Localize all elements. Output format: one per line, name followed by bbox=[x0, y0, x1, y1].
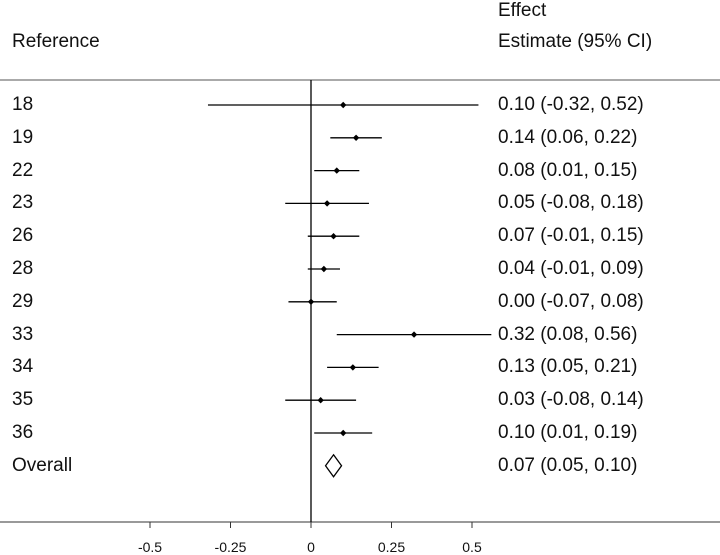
x-tick-label: 0 bbox=[307, 539, 315, 555]
estimate-ci-header: Estimate (95% CI) bbox=[498, 31, 653, 52]
study-label-36: 36 bbox=[12, 422, 34, 443]
point-estimate-34 bbox=[349, 364, 357, 371]
study-label-18: 18 bbox=[12, 94, 34, 115]
point-estimate-29 bbox=[307, 298, 315, 305]
study-label-26: 26 bbox=[12, 225, 34, 247]
study-label-35: 35 bbox=[12, 389, 34, 411]
point-estimate-19 bbox=[352, 134, 360, 141]
study-label-19: 19 bbox=[12, 126, 34, 148]
overall-diamond bbox=[324, 453, 343, 478]
point-estimate-18 bbox=[340, 101, 347, 109]
overall-estimate-text: 0.07 (0.05, 0.10) bbox=[498, 454, 638, 476]
estimate-text-18: 0.10 (-0.32, 0.52) bbox=[498, 94, 644, 115]
x-tick-label: -0.5 bbox=[138, 539, 162, 555]
point-estimate-23 bbox=[323, 200, 331, 207]
point-estimate-33 bbox=[410, 331, 418, 338]
estimate-text-22: 0.08 (0.01, 0.15) bbox=[498, 159, 638, 181]
estimate-text-28: 0.04 (-0.01, 0.09) bbox=[498, 258, 644, 279]
estimate-text-35: 0.03 (-0.08, 0.14) bbox=[498, 389, 644, 411]
x-tick-label: 0.5 bbox=[462, 539, 482, 555]
effect-header: Effect bbox=[498, 0, 547, 21]
point-estimate-26 bbox=[330, 233, 337, 240]
estimate-text-19: 0.14 (0.06, 0.22) bbox=[498, 126, 638, 148]
point-estimate-35 bbox=[317, 397, 324, 404]
study-label-23: 23 bbox=[12, 192, 34, 214]
study-label-34: 34 bbox=[12, 356, 34, 378]
study-label-28: 28 bbox=[12, 258, 34, 279]
estimate-text-33: 0.32 (0.08, 0.56) bbox=[498, 323, 638, 345]
estimate-text-26: 0.07 (-0.01, 0.15) bbox=[498, 225, 644, 247]
study-label-22: 22 bbox=[12, 159, 34, 181]
estimate-text-34: 0.13 (0.05, 0.21) bbox=[498, 356, 638, 378]
x-tick-label: 0.25 bbox=[378, 539, 405, 555]
estimate-text-36: 0.10 (0.01, 0.19) bbox=[498, 422, 638, 443]
estimate-text-29: 0.00 (-0.07, 0.08) bbox=[498, 290, 644, 312]
x-tick-label: -0.25 bbox=[215, 539, 247, 555]
point-estimate-36 bbox=[340, 429, 347, 437]
study-label-29: 29 bbox=[12, 290, 34, 312]
point-estimate-28 bbox=[320, 265, 328, 273]
estimate-text-23: 0.05 (-0.08, 0.18) bbox=[498, 192, 644, 214]
overall-label: Overall bbox=[12, 454, 73, 476]
study-label-33: 33 bbox=[12, 323, 34, 345]
reference-header: Reference bbox=[12, 31, 100, 52]
point-estimate-22 bbox=[333, 167, 340, 174]
